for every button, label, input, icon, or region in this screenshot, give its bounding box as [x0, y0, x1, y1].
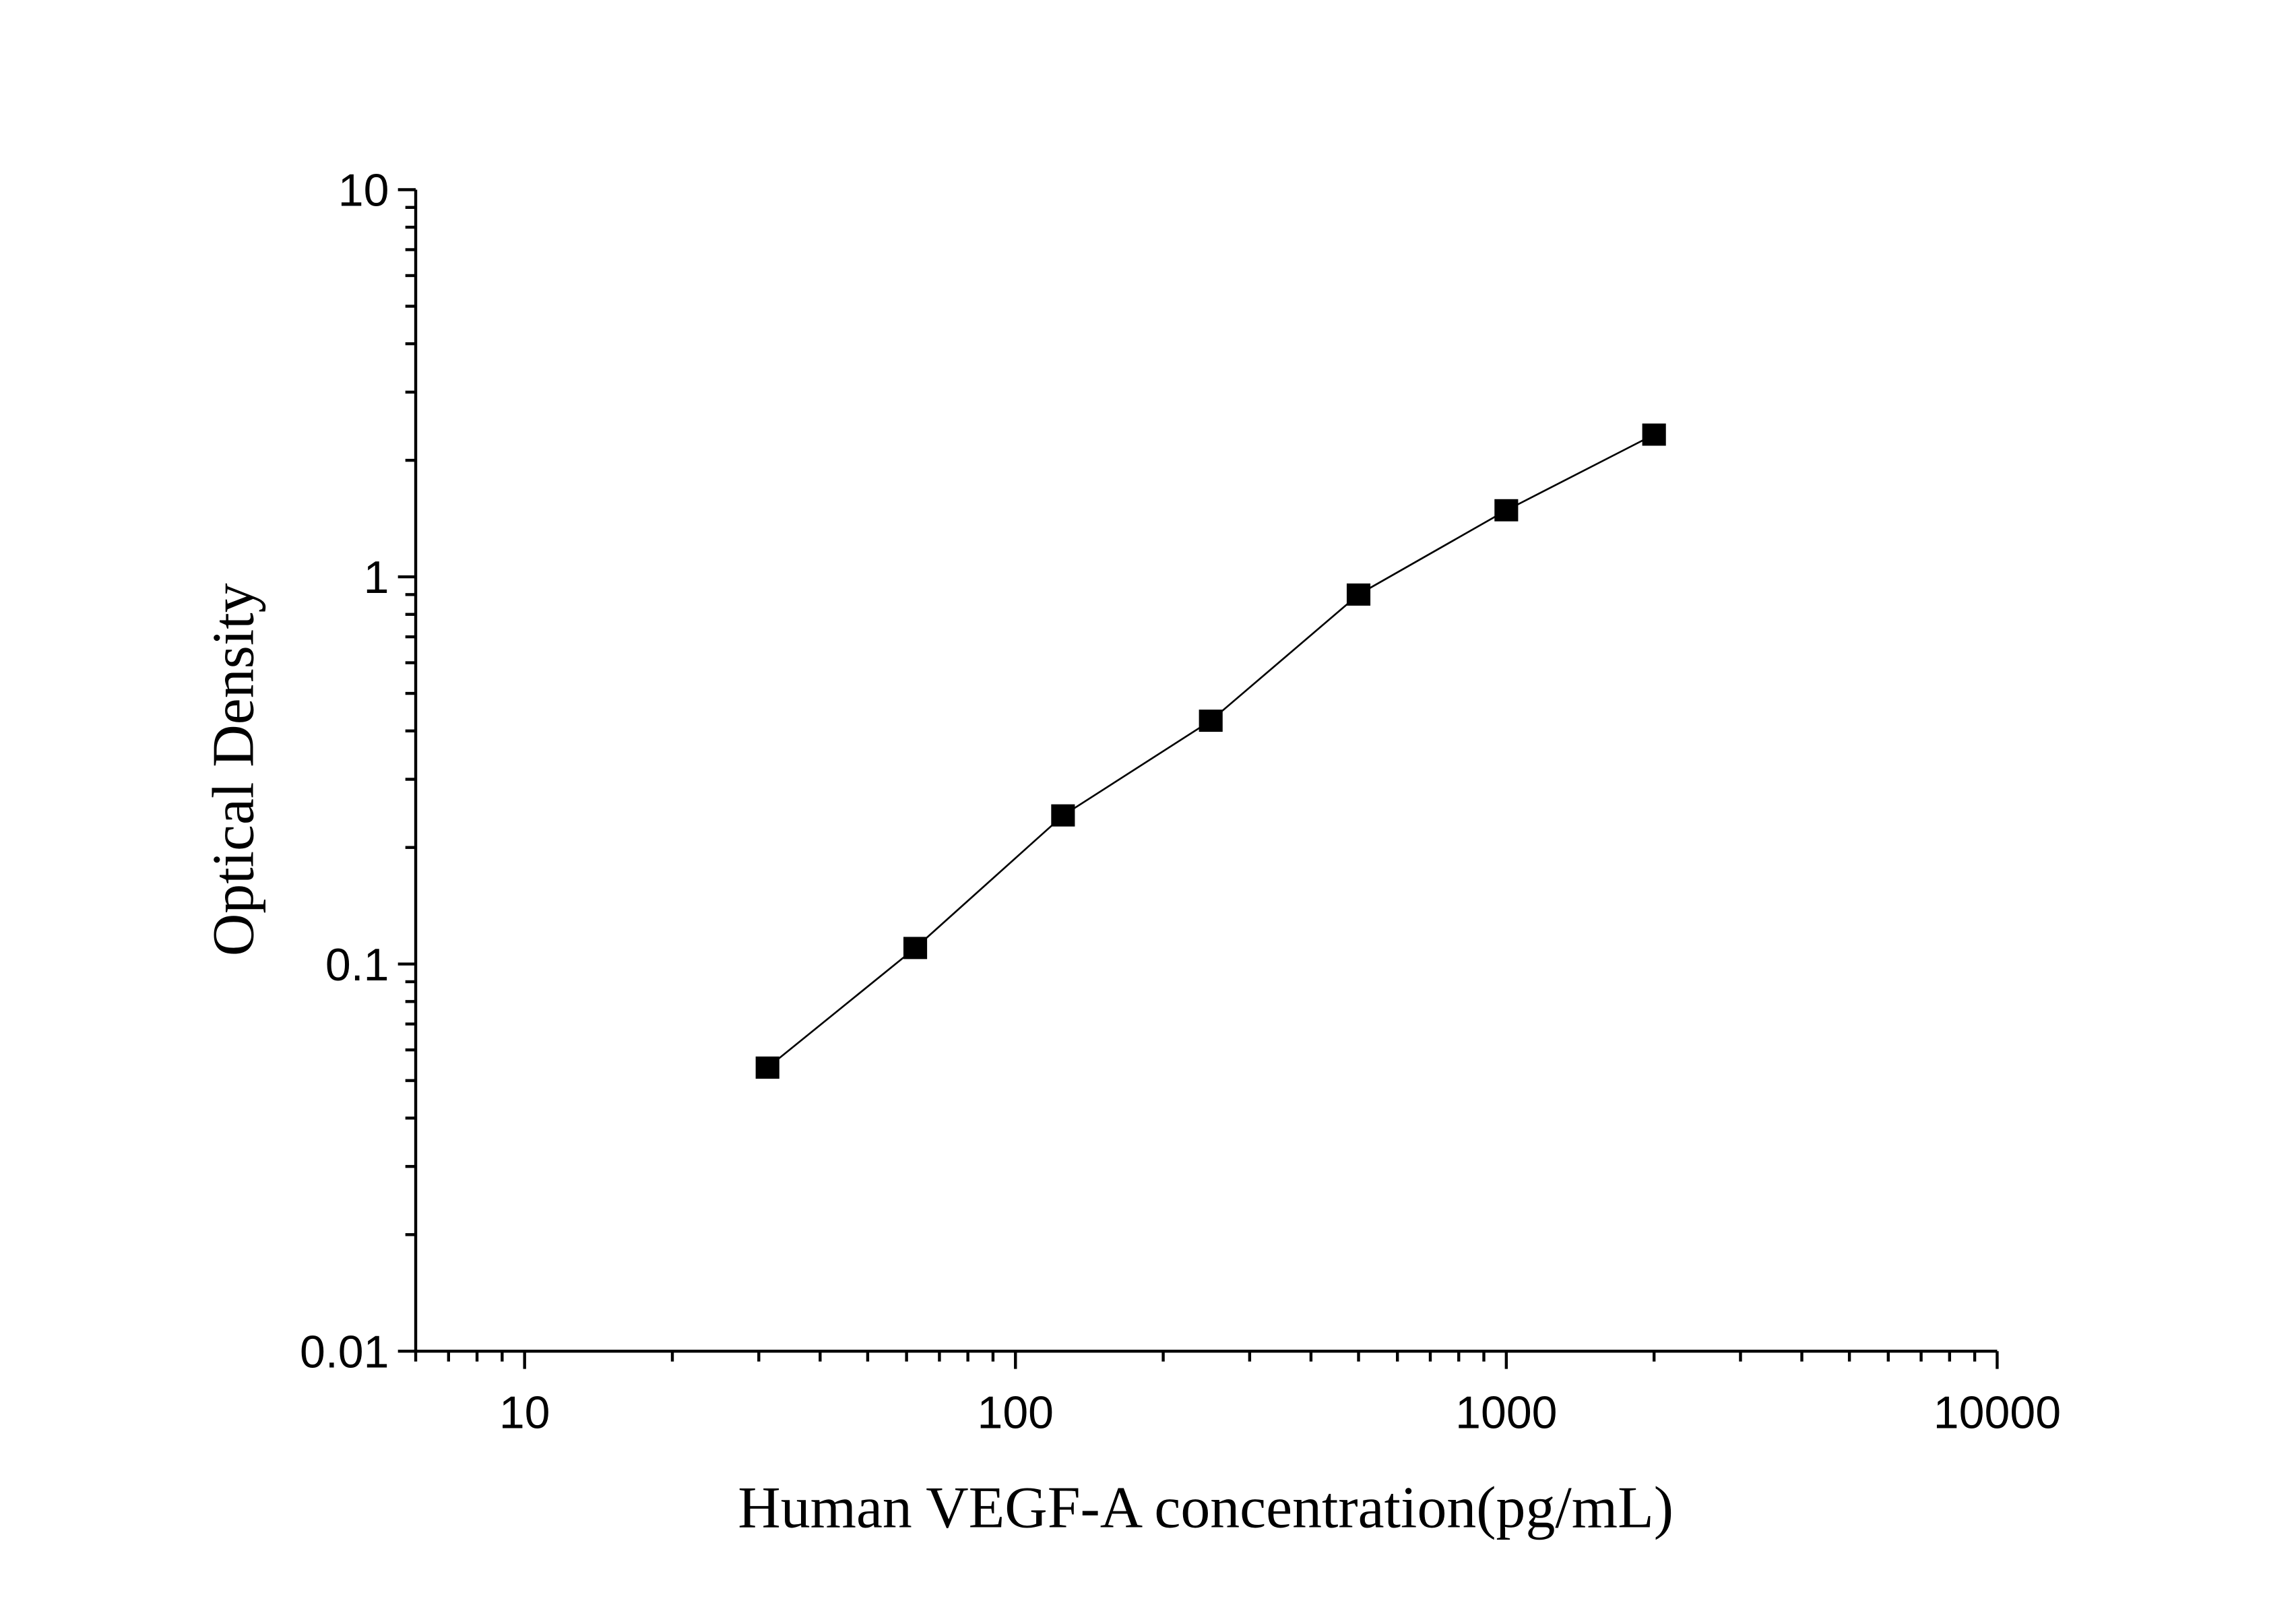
data-point-marker — [1051, 804, 1075, 827]
axes — [397, 188, 1999, 1369]
y-axis-title: Optical Density — [200, 583, 265, 956]
x-axis-title: Human VEGF-A concentration(pg/mL) — [738, 1475, 1673, 1540]
data-point-marker — [903, 937, 928, 960]
y-tick-label: 1 — [364, 552, 389, 603]
x-tick-label: 10000 — [1934, 1387, 2061, 1438]
data-point-marker — [1346, 583, 1371, 606]
series-line — [767, 433, 1655, 1069]
y-tick-label: 0.01 — [300, 1326, 389, 1377]
tick-labels: 10 100 1000 10000 0.01 0.1 1 10 — [300, 165, 2061, 1439]
data-point-marker — [1494, 499, 1519, 522]
y-tick-label: 10 — [338, 165, 389, 216]
data-point-marker — [1199, 710, 1223, 732]
x-tick-label: 10 — [499, 1387, 550, 1438]
y-tick-label: 0.1 — [325, 939, 389, 991]
data-point-marker — [1642, 423, 1666, 446]
data-point-marker — [755, 1056, 779, 1079]
x-tick-label: 100 — [977, 1387, 1054, 1438]
x-tick-label: 1000 — [1455, 1387, 1557, 1438]
series — [755, 423, 1666, 1079]
